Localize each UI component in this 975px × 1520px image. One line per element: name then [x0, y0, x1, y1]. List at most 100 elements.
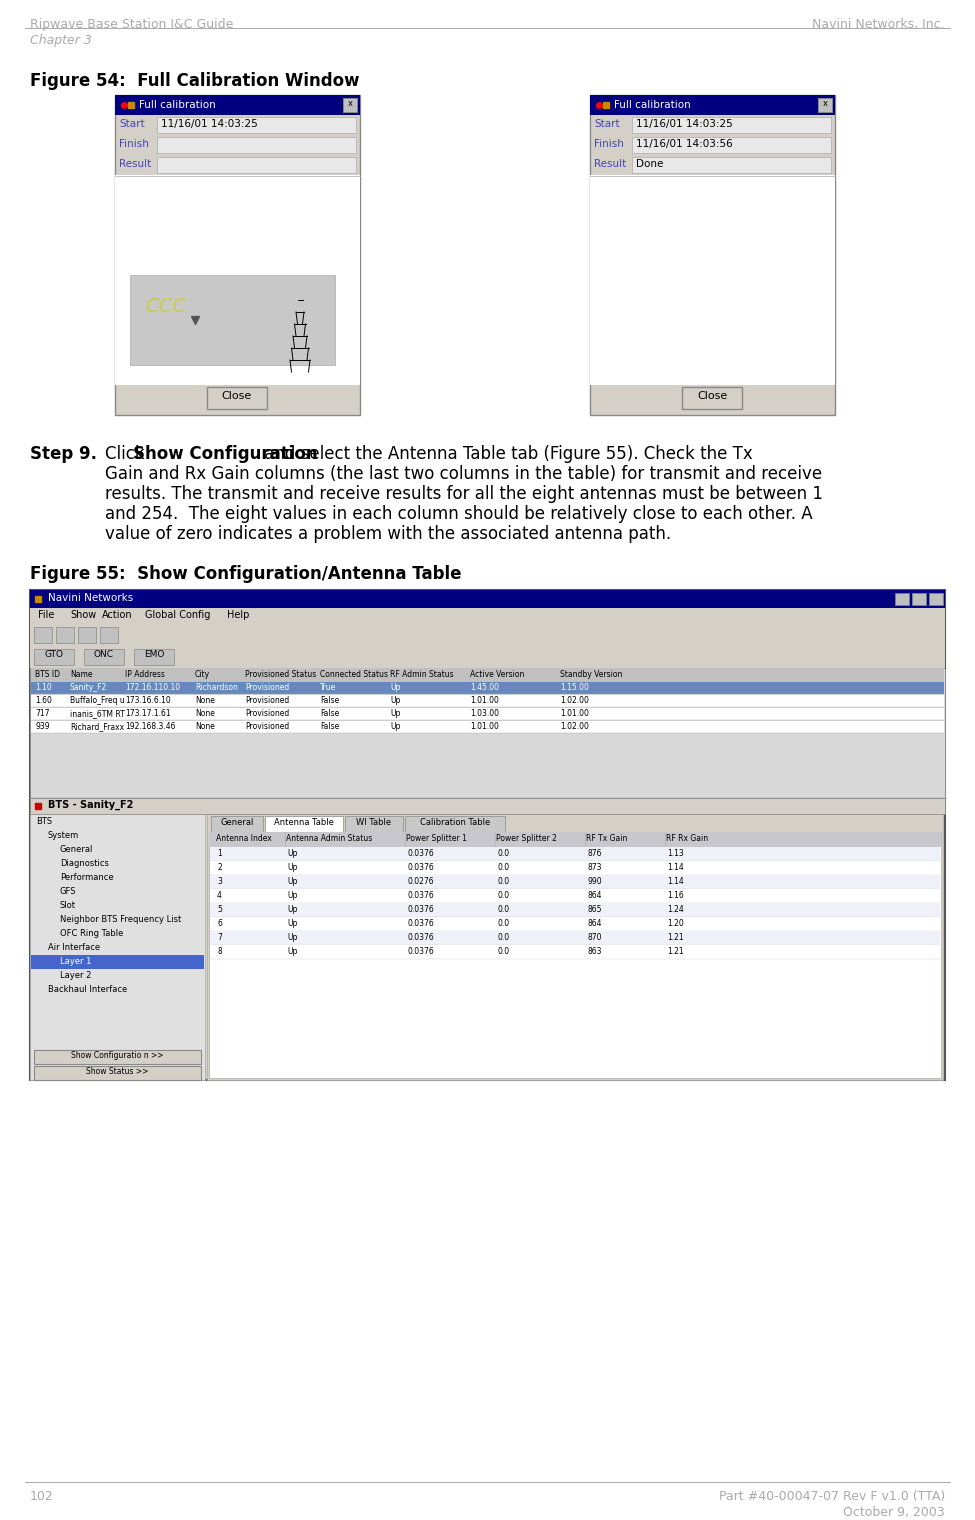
- Text: 1.10: 1.10: [35, 682, 52, 692]
- Text: Provisioned: Provisioned: [245, 696, 290, 705]
- Text: Click: Click: [105, 445, 150, 464]
- Text: Calibration Table: Calibration Table: [420, 818, 490, 827]
- Bar: [34, 649, 74, 666]
- Bar: [115, 94, 360, 116]
- Text: Done: Done: [636, 160, 663, 169]
- Bar: [590, 175, 835, 385]
- Bar: [30, 798, 945, 815]
- Bar: [929, 593, 943, 605]
- Text: Full calibration: Full calibration: [139, 100, 215, 109]
- Text: GFS: GFS: [60, 888, 76, 895]
- Text: 1.01.00: 1.01.00: [470, 722, 499, 731]
- Text: None: None: [195, 696, 214, 705]
- Text: value of zero indicates a problem with the associated antenna path.: value of zero indicates a problem with t…: [105, 524, 671, 543]
- Bar: [632, 137, 831, 154]
- Text: 1.01.00: 1.01.00: [470, 696, 499, 705]
- Text: and 254.  The eight values in each column should be relatively close to each oth: and 254. The eight values in each column…: [105, 505, 812, 523]
- Text: Slot: Slot: [60, 901, 76, 910]
- Text: 173.17.1.61: 173.17.1.61: [125, 708, 171, 717]
- Text: General: General: [60, 845, 94, 854]
- Text: 873: 873: [587, 863, 602, 872]
- Bar: [157, 117, 356, 134]
- Text: 1.14: 1.14: [667, 877, 683, 886]
- Text: 1.45.00: 1.45.00: [470, 682, 499, 692]
- Bar: [31, 682, 944, 695]
- Text: Backhaul Interface: Backhaul Interface: [48, 985, 128, 994]
- Text: False: False: [320, 722, 339, 731]
- Text: None: None: [195, 722, 214, 731]
- Text: Start: Start: [594, 119, 620, 129]
- Text: 863: 863: [587, 947, 602, 956]
- Text: General: General: [220, 818, 254, 827]
- Text: Global Config: Global Config: [145, 610, 211, 620]
- Text: Action: Action: [102, 610, 133, 620]
- Text: Sanity_F2: Sanity_F2: [70, 682, 107, 692]
- Text: 1.02.00: 1.02.00: [560, 696, 589, 705]
- Text: x: x: [823, 99, 828, 108]
- Text: Up: Up: [390, 682, 401, 692]
- Bar: [78, 626, 96, 643]
- Text: 1.02.00: 1.02.00: [560, 722, 589, 731]
- Bar: [211, 816, 263, 831]
- Bar: [818, 97, 832, 112]
- Text: 876: 876: [587, 850, 602, 857]
- Bar: [590, 94, 835, 116]
- Text: 11/16/01 14:03:56: 11/16/01 14:03:56: [636, 138, 733, 149]
- Bar: [34, 1050, 201, 1064]
- Bar: [210, 945, 940, 959]
- Text: 0.0: 0.0: [497, 933, 509, 942]
- Text: 1.20: 1.20: [667, 920, 683, 929]
- Text: 864: 864: [587, 891, 602, 900]
- Text: Finish: Finish: [594, 138, 624, 149]
- Text: 0.0: 0.0: [497, 850, 509, 857]
- Text: Provisioned Status: Provisioned Status: [245, 670, 316, 679]
- Text: Show Status >>: Show Status >>: [86, 1067, 148, 1076]
- Text: Ripwave Base Station I&C Guide: Ripwave Base Station I&C Guide: [30, 18, 233, 30]
- Text: Start: Start: [119, 119, 144, 129]
- Text: 102: 102: [30, 1490, 54, 1503]
- Text: 717: 717: [35, 708, 50, 717]
- Text: 172.16.110.10: 172.16.110.10: [125, 682, 180, 692]
- Text: RF Rx Gain: RF Rx Gain: [666, 834, 708, 844]
- Bar: [210, 889, 940, 903]
- Text: True: True: [320, 682, 336, 692]
- Text: x: x: [347, 99, 353, 108]
- Text: False: False: [320, 696, 339, 705]
- Text: RF Tx Gain: RF Tx Gain: [586, 834, 627, 844]
- Text: 1.14: 1.14: [667, 863, 683, 872]
- Text: Part #40-00047-07 Rev F v1.0 (TTA): Part #40-00047-07 Rev F v1.0 (TTA): [719, 1490, 945, 1503]
- Bar: [209, 831, 941, 847]
- Text: 0.0376: 0.0376: [407, 933, 434, 942]
- Bar: [31, 708, 944, 720]
- Bar: [31, 695, 944, 707]
- Text: Result: Result: [594, 160, 626, 169]
- Text: Provisioned: Provisioned: [245, 708, 290, 717]
- Text: 2: 2: [217, 863, 221, 872]
- Text: 0.0: 0.0: [497, 891, 509, 900]
- Bar: [157, 137, 356, 154]
- Text: 0.0: 0.0: [497, 920, 509, 929]
- Text: 6: 6: [217, 920, 222, 929]
- Text: OFC Ring Table: OFC Ring Table: [60, 929, 124, 938]
- Text: 7: 7: [217, 933, 222, 942]
- Bar: [31, 955, 204, 970]
- Text: 0.0: 0.0: [497, 947, 509, 956]
- Text: Close: Close: [222, 391, 253, 401]
- Text: Gain and Rx Gain columns (the last two columns in the table) for transmit and re: Gain and Rx Gain columns (the last two c…: [105, 465, 822, 483]
- Text: 1: 1: [217, 850, 221, 857]
- Text: Up: Up: [390, 696, 401, 705]
- Bar: [405, 816, 505, 831]
- Text: Step 9.: Step 9.: [30, 445, 97, 464]
- Text: 1.16: 1.16: [667, 891, 683, 900]
- Text: Show Configuratio n >>: Show Configuratio n >>: [71, 1050, 163, 1059]
- Text: 0.0376: 0.0376: [407, 920, 434, 929]
- Bar: [130, 275, 335, 365]
- Text: Up: Up: [287, 904, 297, 914]
- Text: Up: Up: [287, 933, 297, 942]
- Text: WI Table: WI Table: [357, 818, 392, 827]
- Text: Antenna Admin Status: Antenna Admin Status: [286, 834, 372, 844]
- Text: 4: 4: [217, 891, 222, 900]
- Text: Power Splitter 1: Power Splitter 1: [406, 834, 467, 844]
- Text: Connected Status: Connected Status: [320, 670, 388, 679]
- Text: 173.16.6.10: 173.16.6.10: [125, 696, 171, 705]
